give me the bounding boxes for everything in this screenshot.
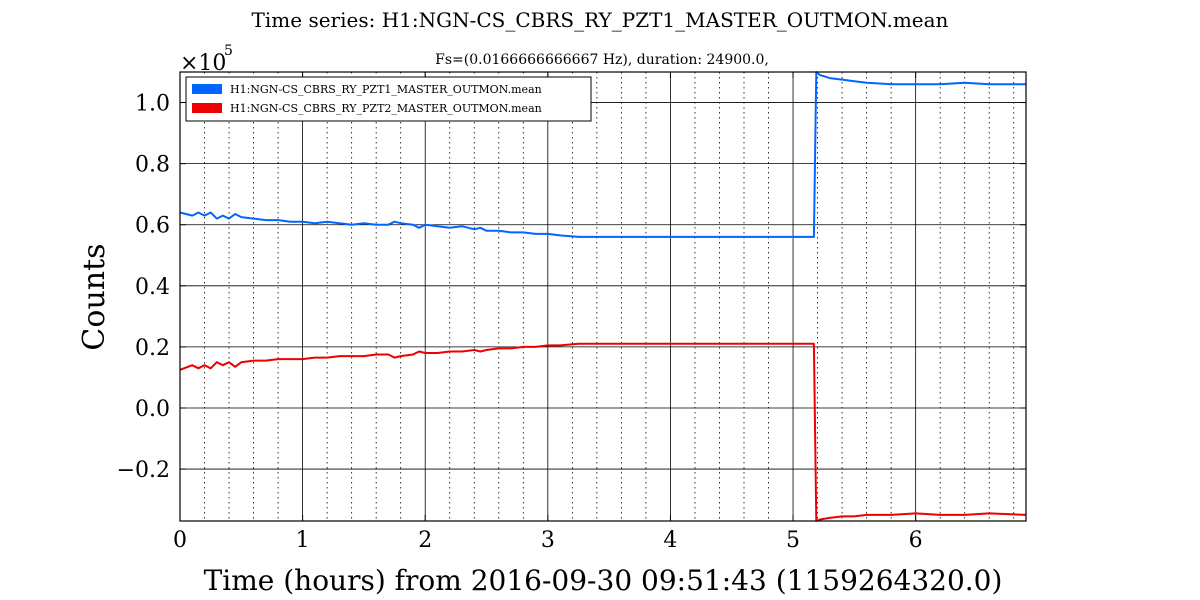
x-tick-label: 6 [909,528,923,553]
x-tick-label: 1 [296,528,310,553]
legend-label-pzt2: H1:NGN-CS_CBRS_RY_PZT2_MASTER_OUTMON.mea… [230,102,542,115]
x-tick-label: 0 [173,528,187,553]
x-tick-label: 2 [418,528,432,553]
legend-swatch-pzt2 [192,103,222,113]
y-tick-label: 0.8 [135,153,170,178]
series-line-2 [179,342,1027,522]
x-axis-label: Time (hours) from 2016-09-30 09:51:43 (1… [204,564,1003,597]
chart-title: Time series: H1:NGN-CS_CBRS_RY_PZT1_MAST… [252,8,949,32]
series-line-1 [179,71,1026,238]
y-tick-label: 0.4 [135,275,170,300]
y-tick-label: 0.0 [135,397,170,422]
legend: H1:NGN-CS_CBRS_RY_PZT1_MASTER_OUTMON.mea… [185,76,592,122]
x-tick-label: 5 [786,528,800,553]
y-tick-label: 0.2 [135,336,170,361]
legend-label-pzt1: H1:NGN-CS_CBRS_RY_PZT1_MASTER_OUTMON.mea… [230,83,542,96]
grid [180,72,1026,521]
legend-box [185,76,592,122]
y-multiplier-exponent: 5 [224,43,233,59]
x-tick-label: 4 [663,528,677,553]
ticks: 0 1 2 3 4 5 6 −0.2 0.0 0.2 0.4 0.6 0.8 1.0 [117,72,1026,553]
y-multiplier: ×10 5 [180,43,233,76]
series-lines [179,71,1027,522]
chart-subtitle: Fs=(0.0166666666667 Hz), duration: 24900… [435,52,769,68]
y-tick-label: 0.6 [135,214,170,239]
x-tick-label: 3 [541,528,555,553]
legend-swatch-pzt1 [192,84,222,94]
y-tick-label: −0.2 [117,458,170,483]
plot-frame [179,71,1027,522]
y-tick-label: 1.0 [135,92,170,117]
y-axis-label: Counts [77,243,112,350]
